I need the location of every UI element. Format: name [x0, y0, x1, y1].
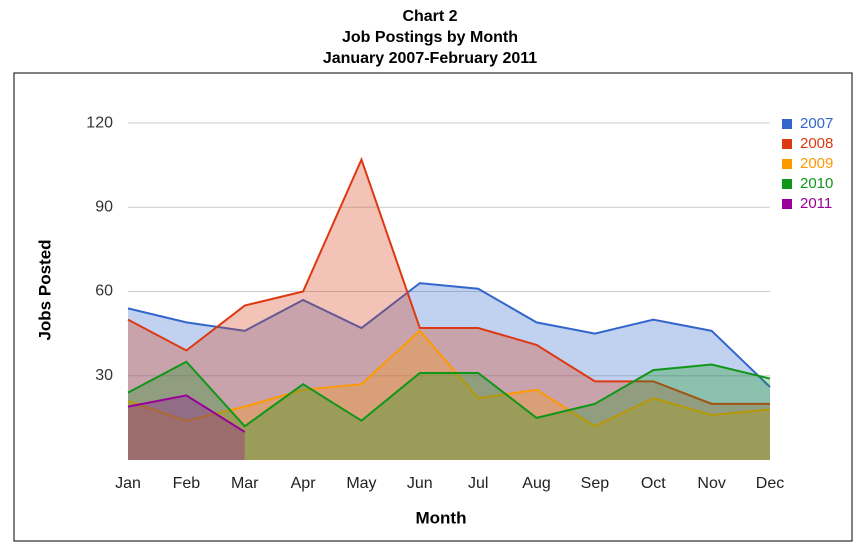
- legend-swatch: [782, 119, 792, 129]
- y-tick-label: 30: [95, 367, 113, 384]
- area: [128, 330, 770, 460]
- x-tick-label: Aug: [522, 475, 550, 492]
- line: [127, 282, 771, 388]
- y-axis-label: Jobs Posted: [35, 239, 54, 340]
- x-tick-label: Oct: [641, 475, 666, 492]
- legend-swatch: [782, 139, 792, 149]
- x-tick-label: Jun: [407, 475, 433, 492]
- legend-label: 2010: [800, 175, 833, 192]
- y-tick-label: 60: [95, 283, 113, 300]
- legend-label: 2008: [800, 135, 833, 152]
- legend-label: 2011: [800, 195, 832, 212]
- y-tick-label: 120: [86, 114, 113, 131]
- y-tick-label: 90: [95, 198, 113, 215]
- chart-subtitle: Job Postings by Month: [342, 29, 518, 46]
- legend-label: 2007: [800, 115, 833, 132]
- area: [128, 361, 770, 460]
- line: [127, 394, 246, 433]
- x-tick-label: Dec: [756, 475, 784, 492]
- line: [127, 329, 771, 428]
- x-axis-label: Month: [416, 508, 467, 527]
- x-tick-label: Apr: [291, 475, 317, 492]
- line: [127, 360, 771, 428]
- legend-swatch: [782, 199, 792, 209]
- legend-swatch: [782, 159, 792, 169]
- area: [128, 283, 770, 460]
- area: [128, 159, 770, 460]
- legend-swatch: [782, 179, 792, 189]
- x-tick-label: Mar: [231, 475, 259, 492]
- chart-frame: [13, 72, 853, 542]
- x-tick-label: Nov: [697, 475, 725, 492]
- legend-label: 2009: [800, 155, 833, 172]
- x-tick-label: May: [346, 475, 376, 492]
- x-tick-label: Jan: [115, 475, 141, 492]
- line: [127, 156, 770, 405]
- x-tick-label: Feb: [173, 475, 201, 492]
- x-tick-label: Sep: [581, 475, 610, 492]
- x-tick-label: Jul: [468, 475, 488, 492]
- chart-title: Chart 2: [402, 8, 457, 25]
- chart-subtitle: January 2007-February 2011: [323, 50, 537, 67]
- area: [128, 395, 245, 460]
